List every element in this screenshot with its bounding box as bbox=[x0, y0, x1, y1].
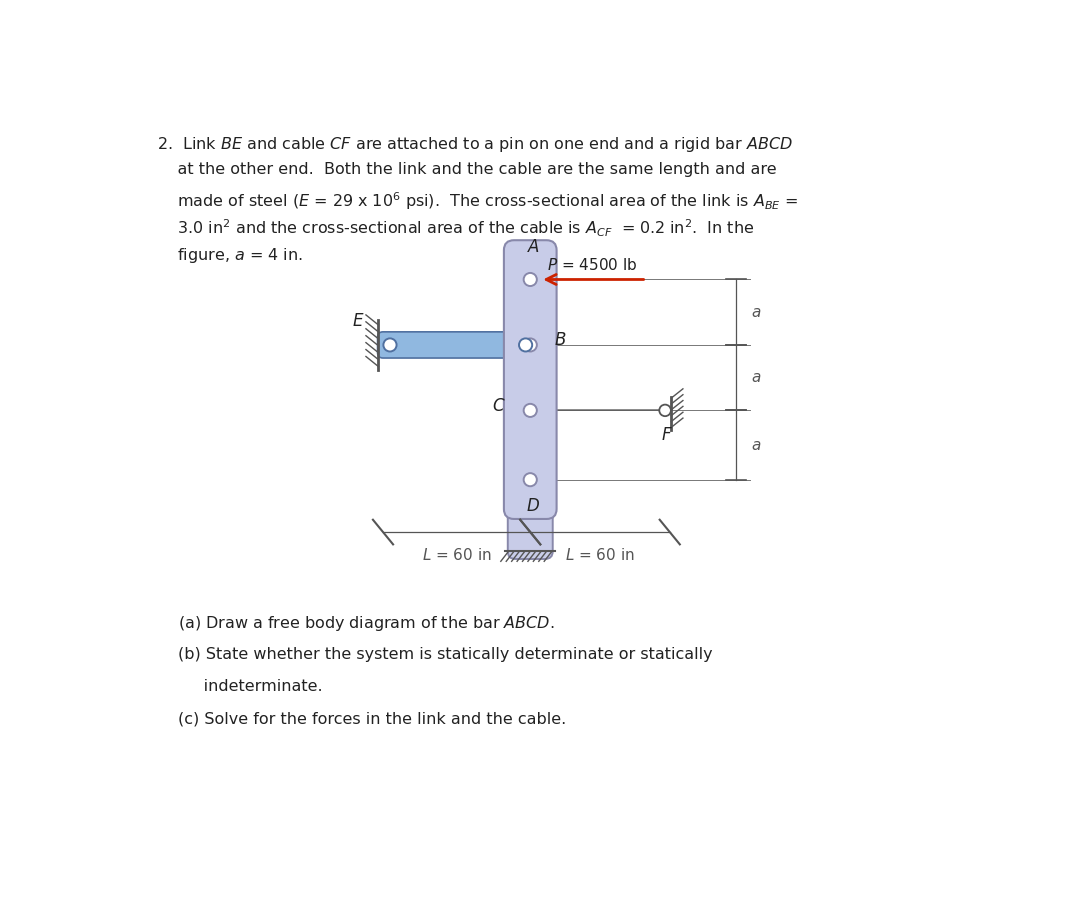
FancyBboxPatch shape bbox=[504, 241, 556, 519]
FancyBboxPatch shape bbox=[378, 332, 536, 358]
Text: $a$: $a$ bbox=[751, 437, 761, 453]
Text: $B$: $B$ bbox=[554, 332, 566, 349]
Circle shape bbox=[659, 404, 671, 416]
Text: $D$: $D$ bbox=[526, 496, 540, 515]
FancyBboxPatch shape bbox=[508, 501, 553, 559]
Text: figure, $a$ = 4 in.: figure, $a$ = 4 in. bbox=[157, 246, 302, 264]
Circle shape bbox=[519, 338, 532, 352]
Text: made of steel ($E$ = 29 x 10$^6$ psi).  The cross-sectional area of the link is : made of steel ($E$ = 29 x 10$^6$ psi). T… bbox=[157, 190, 798, 212]
Text: (b) State whether the system is statically determinate or statically: (b) State whether the system is statical… bbox=[177, 647, 712, 661]
Circle shape bbox=[524, 404, 537, 417]
Text: 2.  Link $\mathit{BE}$ and cable $\mathit{CF}$ are attached to a pin on one end : 2. Link $\mathit{BE}$ and cable $\mathit… bbox=[157, 135, 793, 154]
Text: $a$: $a$ bbox=[751, 304, 761, 320]
Text: (c) Solve for the forces in the link and the cable.: (c) Solve for the forces in the link and… bbox=[177, 711, 566, 726]
Text: $F$: $F$ bbox=[661, 425, 673, 444]
Circle shape bbox=[524, 338, 537, 352]
Circle shape bbox=[524, 273, 537, 286]
Text: $L$ = 60 in: $L$ = 60 in bbox=[421, 548, 491, 563]
Circle shape bbox=[383, 338, 396, 352]
Text: $P$ = 4500 lb: $P$ = 4500 lb bbox=[546, 257, 637, 273]
Text: at the other end.  Both the link and the cable are the same length and are: at the other end. Both the link and the … bbox=[157, 162, 777, 178]
Text: (a) Draw a free body diagram of the bar $\mathit{ABCD}$.: (a) Draw a free body diagram of the bar … bbox=[177, 614, 554, 633]
Text: $a$: $a$ bbox=[751, 370, 761, 385]
Text: $A$: $A$ bbox=[527, 239, 540, 256]
Circle shape bbox=[524, 473, 537, 486]
Text: $C$: $C$ bbox=[491, 397, 505, 415]
Text: indeterminate.: indeterminate. bbox=[177, 679, 322, 694]
Text: $E$: $E$ bbox=[352, 312, 364, 330]
Text: 3.0 in$^2$ and the cross-sectional area of the cable is $A_{CF}$  = 0.2 in$^2$. : 3.0 in$^2$ and the cross-sectional area … bbox=[157, 218, 754, 240]
Text: $L$ = 60 in: $L$ = 60 in bbox=[565, 548, 635, 563]
